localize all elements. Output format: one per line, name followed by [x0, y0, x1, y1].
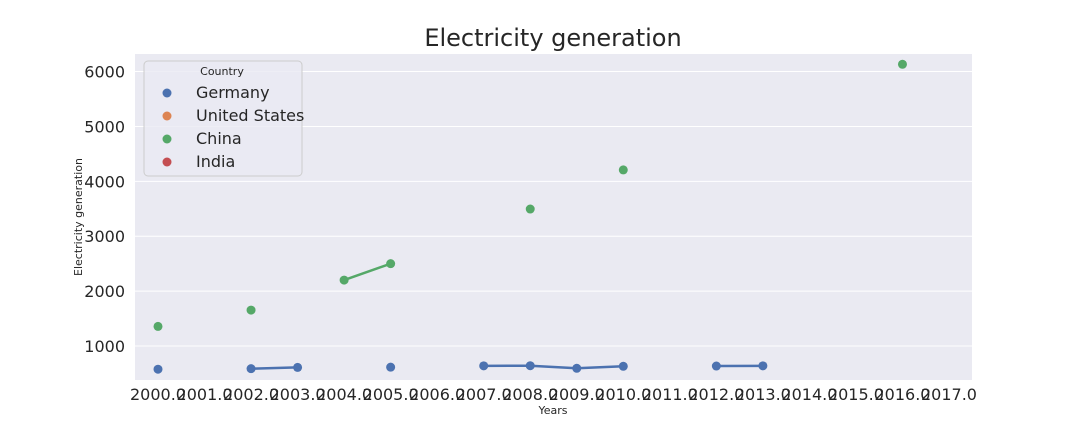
data-point	[479, 361, 488, 370]
y-axis-label: Electricity generation	[72, 158, 85, 276]
legend-marker	[163, 89, 172, 98]
y-tick-label: 2000	[84, 282, 125, 301]
series-line-segment	[251, 367, 298, 368]
data-point	[619, 362, 628, 371]
y-tick-label: 6000	[84, 63, 125, 82]
data-point	[898, 60, 907, 69]
y-tick-label: 5000	[84, 117, 125, 136]
legend-marker	[163, 135, 172, 144]
data-point	[386, 363, 395, 372]
data-point	[154, 365, 163, 374]
data-point	[247, 306, 256, 315]
legend-marker	[163, 112, 172, 121]
data-point	[386, 259, 395, 268]
y-tick-label: 4000	[84, 172, 125, 191]
chart-title: Electricity generation	[424, 24, 681, 52]
y-tick-label: 1000	[84, 337, 125, 356]
legend-label: Germany	[196, 83, 270, 102]
data-point	[293, 363, 302, 372]
data-point	[619, 165, 628, 174]
data-point	[526, 205, 535, 214]
x-tick-label: 2017.0	[921, 385, 977, 404]
data-point	[340, 276, 349, 285]
x-axis-label: Years	[537, 404, 567, 417]
data-point	[572, 364, 581, 373]
legend-marker	[163, 158, 172, 167]
legend-label: India	[196, 152, 235, 171]
data-point	[526, 361, 535, 370]
legend: Country Germany United States China India	[144, 61, 304, 176]
x-tick-labels: 2000.02001.02002.02003.02004.02005.02006…	[130, 385, 977, 404]
y-tick-label: 3000	[84, 227, 125, 246]
data-point	[758, 361, 767, 370]
data-point	[712, 362, 721, 371]
y-tick-labels: 1000 2000 3000 4000 5000 6000	[84, 63, 125, 356]
legend-label: China	[196, 129, 242, 148]
data-point	[247, 364, 256, 373]
data-point	[154, 322, 163, 331]
legend-title: Country	[200, 65, 244, 78]
legend-label: United States	[196, 106, 304, 125]
